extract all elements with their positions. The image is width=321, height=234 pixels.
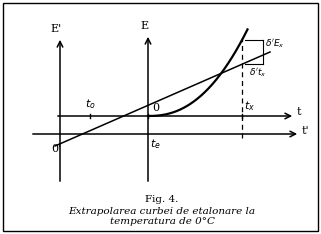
Text: t': t' <box>302 126 310 136</box>
Text: $t_o$: $t_o$ <box>85 97 95 111</box>
Text: t: t <box>297 107 301 117</box>
Text: $t_e$: $t_e$ <box>150 137 161 151</box>
Text: E: E <box>140 21 148 31</box>
Text: E': E' <box>50 24 62 34</box>
Text: Extrapolarea curbei de etalonare la: Extrapolarea curbei de etalonare la <box>68 206 256 216</box>
Text: $\delta't_x$: $\delta't_x$ <box>249 66 266 79</box>
Text: $t_x$: $t_x$ <box>244 99 255 113</box>
Text: 0: 0 <box>152 103 159 113</box>
Text: temperatura de 0°C: temperatura de 0°C <box>109 217 214 227</box>
Text: Fig. 4.: Fig. 4. <box>145 194 179 204</box>
Text: 0': 0' <box>51 144 61 154</box>
Text: $\delta'E_x$: $\delta'E_x$ <box>265 38 285 51</box>
